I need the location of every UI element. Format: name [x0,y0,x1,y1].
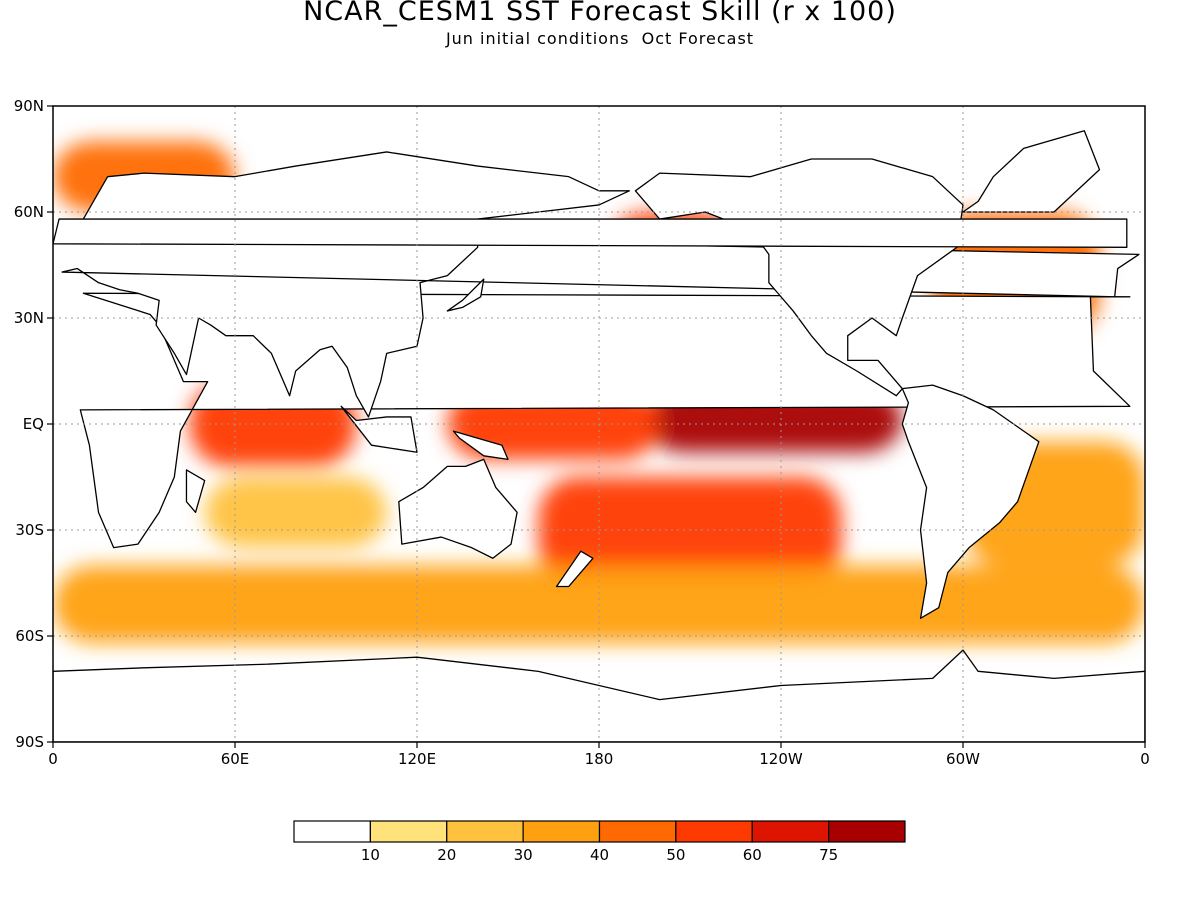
lon-tick-label: 180 [585,750,614,768]
longitude-axis: 0 60E 120E 180 120W 60W 0 [48,742,1150,768]
landmass-8 [452,430,509,460]
legend-label: 75 [819,846,838,864]
landmass-5 [962,130,1101,213]
landmass-9 [446,278,485,312]
lat-tick-label: 60N [14,203,44,221]
legend-label: 20 [437,846,456,864]
skill-region-10 [204,477,387,548]
landmass-10 [185,469,206,513]
legend-swatch [598,820,677,843]
lon-tick-label: 0 [48,750,58,768]
landmass-1 [61,151,1140,418]
color-legend: 10 20 30 40 50 60 75 [293,820,906,864]
chart-subtitle: Jun initial conditions Oct Forecast [445,29,755,48]
latitude-axis: 90N 60N 30N EQ 30S 60S 90S [14,97,53,751]
lon-tick-label: 0 [1140,750,1150,768]
lat-tick-label: EQ [23,415,44,433]
legend-swatch [522,820,601,843]
landmass-4 [901,384,1040,619]
legend-label: 10 [361,846,380,864]
landmass-11 [53,218,1128,248]
legend-label: 50 [666,846,685,864]
lon-tick-label: 60W [946,750,980,768]
landmasses [53,130,1145,742]
gridlines [53,106,1145,742]
lon-tick-label: 120E [398,750,436,768]
landmass-7 [340,405,418,453]
landmass-6 [53,649,1145,742]
lat-tick-label: 30N [14,309,44,327]
lat-tick-label: 90N [14,97,44,115]
landmass-3 [634,158,964,397]
lat-tick-label: 90S [15,733,44,751]
legend-label: 40 [590,846,609,864]
landmass-12 [555,550,594,588]
chart-title: NCAR_CESM1 SST Forecast Skill (r x 100) [303,0,897,27]
legend-swatch [675,820,753,843]
legend-label: 30 [514,846,533,864]
lon-tick-label: 120W [759,750,803,768]
lat-tick-label: 30S [15,521,44,539]
landmass-2 [398,458,518,559]
lon-tick-label: 60E [221,750,250,768]
legend-swatch [828,820,906,843]
legend-swatch [293,820,371,843]
legend-swatch [369,820,448,843]
lat-tick-label: 60S [15,627,44,645]
legend-label: 60 [743,846,762,864]
legend-swatch [751,820,830,843]
legend-swatch [446,820,524,843]
